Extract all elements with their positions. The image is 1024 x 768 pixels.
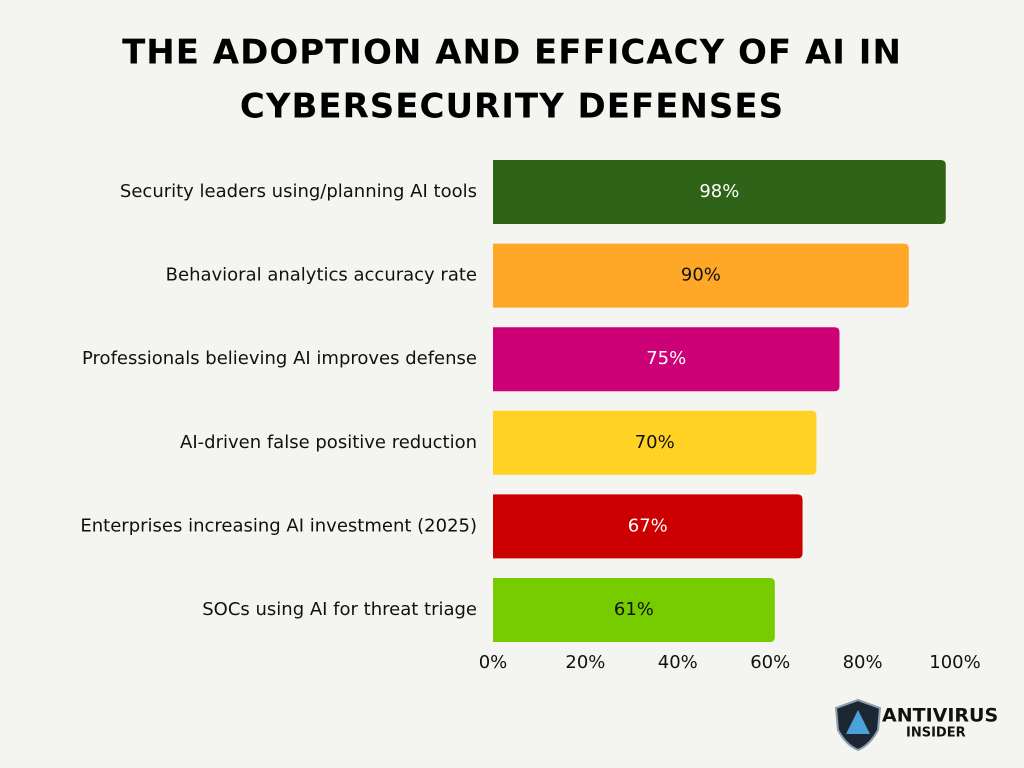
y-tick-label: Professionals believing AI improves defe… [82, 348, 477, 369]
value-label: 67% [628, 515, 668, 536]
x-tick-label: 100% [929, 652, 980, 673]
value-label: 70% [635, 432, 675, 453]
y-tick-label: AI-driven false positive reduction [180, 432, 477, 453]
value-label: 75% [646, 348, 686, 369]
x-tick-label: 60% [750, 652, 790, 673]
value-label: 61% [614, 599, 654, 620]
y-tick-label: Enterprises increasing AI investment (20… [80, 515, 477, 536]
logo: ANTIVIRUS INSIDER [834, 698, 998, 752]
logo-text: ANTIVIRUS [882, 705, 998, 727]
bar [493, 327, 840, 392]
value-label: 90% [681, 265, 721, 286]
x-tick-label: 80% [843, 652, 883, 673]
logo-text: INSIDER [906, 726, 966, 741]
chart-title: Cybersecurity Defenses [240, 87, 784, 127]
bar [493, 410, 817, 475]
bar [493, 243, 909, 308]
chart-title: The Adoption and Efficacy of AI in [122, 33, 902, 73]
y-tick-label: SOCs using AI for threat triage [202, 599, 477, 620]
bar [493, 160, 946, 224]
y-tick-label: Behavioral analytics accuracy rate [166, 265, 477, 286]
bar [493, 578, 775, 642]
x-tick-label: 40% [658, 652, 698, 673]
bar [493, 494, 803, 559]
value-label: 98% [699, 181, 739, 202]
logo-icon [846, 710, 870, 734]
x-tick-label: 20% [565, 652, 605, 673]
x-tick-label: 0% [479, 652, 508, 673]
y-tick-label: Security leaders using/planning AI tools [120, 181, 477, 202]
